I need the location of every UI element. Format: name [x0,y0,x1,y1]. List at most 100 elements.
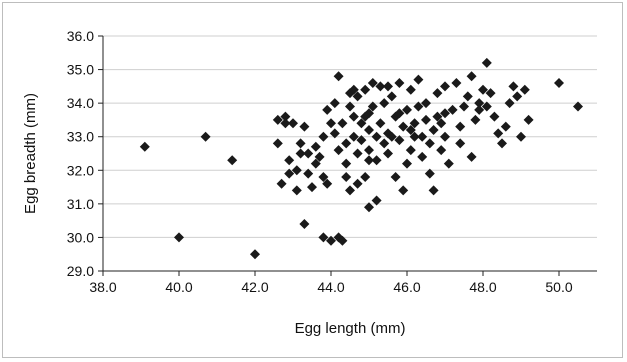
data-point [405,84,416,95]
data-point [462,91,473,102]
data-point [375,81,386,92]
data-point [413,101,424,112]
data-point [272,138,283,149]
data-point [318,172,329,182]
data-point [394,135,405,146]
data-point [326,235,336,246]
data-point [291,185,302,196]
data-point [516,131,526,142]
data-point [394,78,405,88]
data-point [250,249,260,260]
x-tick-label: 42.0 [241,279,268,295]
data-point [497,138,507,149]
data-point [341,172,352,182]
data-point [474,104,485,115]
data-point [329,128,340,139]
data-point [295,148,306,159]
data-point [424,168,435,179]
data-point [322,178,333,189]
data-point [341,158,352,169]
data-point [333,145,344,156]
data-point [291,165,302,176]
data-point [352,178,363,189]
data-point [432,111,443,122]
x-tick-label: 50.0 [545,279,572,295]
data-point [440,81,450,92]
data-point [481,101,492,112]
data-point [348,131,359,142]
y-tick-label: 36.0 [67,28,94,44]
data-point [428,125,439,135]
data-point [303,148,314,159]
data-point [398,185,409,196]
data-point [386,91,397,102]
axes [98,35,597,276]
data-point [466,151,477,162]
data-point [329,98,340,109]
data-point [345,185,355,196]
data-points [139,57,583,260]
data-point [436,118,447,129]
y-axis-label: Egg breadth (mm) [22,93,39,214]
data-point [295,138,306,149]
data-point [352,91,363,102]
data-point [356,118,367,129]
data-point [421,98,431,109]
y-tick-label: 32.0 [67,162,94,178]
data-point [474,98,485,109]
data-point [337,235,348,246]
data-point [440,131,450,142]
data-point [383,148,393,159]
y-tick-label: 33.0 [67,129,94,145]
data-point [364,125,374,135]
data-point [371,155,382,166]
data-point [299,219,310,229]
data-point [485,88,496,99]
data-point [337,118,348,129]
data-point [375,118,386,129]
data-point [341,138,352,149]
data-point [314,151,325,162]
data-point [432,88,443,99]
data-point [326,118,336,129]
data-point [364,155,374,166]
data-point [402,158,412,169]
data-point [440,108,450,119]
data-point [227,155,238,166]
scatter-chart: 38.0 40.0 42.0 44.0 46.0 48.0 50.0 29.0 30.0 31.0… [22,28,597,337]
data-point [367,78,378,88]
data-point [443,158,454,169]
data-point [500,121,511,132]
data-point [272,114,283,125]
data-point [364,202,374,213]
x-tick-label: 38.0 [89,279,116,295]
data-point [318,131,329,142]
data-point [481,57,492,68]
data-point [451,78,462,88]
data-point [386,131,397,142]
data-point [371,131,382,142]
data-point [276,178,287,189]
data-point [519,84,530,95]
data-point [504,98,515,109]
data-point [390,172,401,182]
data-point [371,195,382,206]
data-point [394,108,405,119]
y-tick-label: 29.0 [67,263,94,279]
data-point [493,128,504,139]
data-point [307,182,317,193]
y-tick-label: 30.0 [67,229,94,245]
x-tick-label: 48.0 [469,279,496,295]
data-point [573,101,583,112]
chart-frame: 38.0 40.0 42.0 44.0 46.0 48.0 50.0 29.0 30.0 31.0… [2,2,623,358]
data-point [489,111,500,122]
data-point [455,121,466,132]
data-point [322,104,333,115]
data-point [318,232,329,243]
data-point [348,84,359,95]
data-point [333,71,344,82]
data-point [405,145,416,156]
data-point [417,131,428,142]
data-point [398,121,409,132]
data-point [299,121,310,132]
